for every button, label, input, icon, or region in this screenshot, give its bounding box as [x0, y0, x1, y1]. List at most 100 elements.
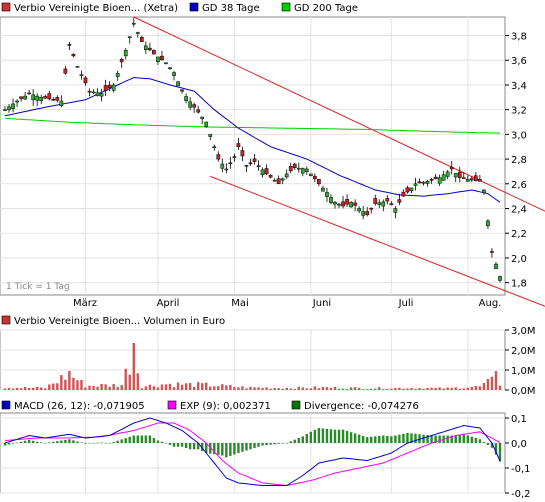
- divergence-bar: [305, 434, 309, 443]
- price-tick-label: 3,6: [511, 56, 527, 67]
- divergence-bar: [44, 443, 47, 444]
- divergence-bar: [402, 433, 405, 443]
- volume-bar: [406, 388, 409, 390]
- volume-bar: [261, 388, 264, 390]
- candle: [59, 95, 64, 108]
- macd-tick-label: 0,0: [511, 439, 527, 450]
- volume-bar: [249, 386, 252, 390]
- divergence-bar: [116, 440, 119, 443]
- candle-body: [127, 36, 132, 39]
- candle-body: [264, 168, 269, 175]
- candle: [353, 199, 357, 212]
- candle: [284, 169, 289, 179]
- volume-bar: [422, 389, 425, 390]
- candle-body: [67, 44, 72, 46]
- volume-bar: [92, 385, 95, 390]
- legend-label-price: Verbio Vereinigte Bioen... (Xetra): [14, 3, 178, 14]
- volume-bar: [233, 386, 236, 390]
- volume-bar: [273, 387, 276, 390]
- candle: [405, 185, 410, 194]
- volume-bar: [325, 387, 329, 390]
- divergence-bar: [426, 435, 429, 443]
- candle: [79, 70, 84, 80]
- candle-body: [317, 179, 321, 185]
- volume-bar: [96, 386, 99, 390]
- candle-body: [349, 202, 353, 208]
- divergence-bar: [64, 439, 67, 443]
- divergence-bar: [261, 443, 264, 446]
- candle-body: [321, 187, 325, 192]
- candle: [300, 167, 305, 177]
- candle-body: [91, 91, 96, 94]
- candle-body: [196, 109, 201, 113]
- divergence-bar: [76, 441, 79, 443]
- candle-body: [357, 208, 361, 212]
- divergence-bar: [48, 442, 51, 443]
- volume-bar: [374, 388, 377, 390]
- candle: [220, 158, 225, 173]
- candle-body: [3, 109, 7, 111]
- divergence-bar: [470, 436, 474, 443]
- volume-bar: [237, 387, 240, 390]
- candle-body: [389, 203, 394, 206]
- volume-bar: [116, 387, 119, 390]
- divergence-bar: [31, 440, 35, 443]
- volume-bar: [225, 385, 228, 390]
- candle-body: [461, 177, 466, 179]
- divergence-bar: [184, 443, 188, 448]
- volume-bar: [184, 383, 188, 390]
- divergence-bar: [96, 442, 99, 444]
- candle-body: [220, 163, 225, 169]
- candle: [325, 187, 329, 202]
- candle-body: [200, 116, 205, 119]
- candle-body: [172, 72, 176, 76]
- candle: [144, 41, 148, 54]
- divergence-bar: [200, 443, 204, 452]
- volume-bar: [188, 383, 192, 390]
- candle-body: [144, 45, 148, 50]
- candle-body: [482, 189, 486, 194]
- divergence-bar: [164, 443, 168, 444]
- volume-bar: [15, 387, 19, 390]
- candle: [280, 177, 285, 185]
- divergence-bar: [297, 438, 300, 443]
- candle-body: [494, 263, 498, 269]
- volume-bar: [205, 382, 208, 390]
- candle: [200, 116, 205, 125]
- candle-body: [453, 173, 458, 178]
- volume-bar: [265, 387, 268, 390]
- divergence-bar: [148, 435, 152, 443]
- x-tick-label: April: [157, 298, 180, 309]
- volume-bar: [301, 387, 305, 390]
- candle-body: [385, 198, 390, 202]
- divergence-bar: [172, 443, 176, 447]
- divergence-bar: [329, 429, 333, 443]
- candle: [321, 185, 325, 192]
- divergence-bar: [337, 429, 341, 443]
- divergence-bar: [285, 443, 288, 444]
- candle-body: [296, 167, 301, 170]
- volume-bar: [88, 385, 91, 390]
- volume-bar: [72, 377, 75, 390]
- price-tick-label: 3,2: [511, 106, 527, 117]
- candle-body: [361, 211, 366, 216]
- candle-body: [341, 201, 345, 207]
- candle-body: [276, 178, 281, 185]
- candle-body: [51, 99, 56, 101]
- volume-bar: [438, 387, 441, 390]
- candle-body: [168, 67, 172, 69]
- divergence-bar: [245, 443, 248, 451]
- volume-bar: [200, 383, 204, 390]
- candle-body: [107, 84, 112, 89]
- candle-body: [156, 56, 160, 62]
- volume-bar: [454, 387, 457, 390]
- candle: [381, 199, 386, 212]
- divergence-bar: [160, 441, 164, 443]
- divergence-bar: [72, 440, 75, 443]
- volume-bar: [321, 386, 325, 390]
- volume-bar: [430, 387, 433, 390]
- candle: [43, 94, 48, 100]
- candle-body: [441, 174, 446, 181]
- candle: [156, 56, 160, 65]
- candle: [409, 187, 414, 193]
